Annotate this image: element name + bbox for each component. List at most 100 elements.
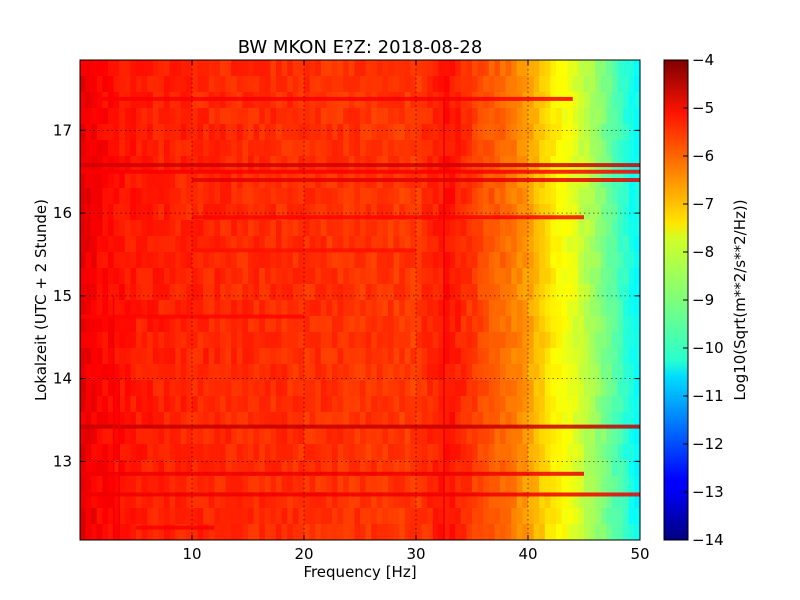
heatmap-cell — [326, 380, 333, 397]
heatmap-cell — [96, 252, 103, 269]
heatmap-cell — [584, 444, 591, 461]
heatmap-cell — [584, 396, 591, 413]
heatmap-cell — [634, 492, 640, 509]
heatmap-cell — [550, 508, 557, 525]
heatmap-cell — [208, 220, 215, 237]
heatmap-cell — [248, 428, 255, 445]
heatmap-cell — [130, 220, 137, 237]
heatmap-cell — [612, 364, 619, 381]
heatmap-cell — [203, 124, 210, 141]
heatmap-cell — [393, 348, 400, 365]
heatmap-cell — [606, 476, 613, 493]
heatmap-cell — [141, 348, 148, 365]
heatmap-cell — [371, 396, 378, 413]
heatmap-cell — [315, 284, 322, 301]
heatmap-cell — [192, 364, 199, 381]
heatmap-cell — [136, 140, 143, 157]
heatmap-cell — [309, 252, 316, 269]
heatmap-cell — [292, 508, 299, 525]
heatmap-cell — [253, 412, 260, 429]
heatmap-cell — [455, 396, 462, 413]
heatmap-cell — [304, 188, 311, 205]
heatmap-cell — [589, 444, 596, 461]
heatmap-cell — [192, 124, 199, 141]
heatmap-cell — [214, 236, 221, 253]
heatmap-cell — [578, 524, 585, 540]
heatmap-cell — [231, 380, 238, 397]
heatmap-cell — [634, 252, 640, 269]
heatmap-cell — [455, 188, 462, 205]
heatmap-cell — [248, 508, 255, 525]
heatmap-cell — [584, 204, 591, 221]
heatmap-cell — [231, 188, 238, 205]
heatmap-cell — [175, 476, 182, 493]
heatmap-cell — [108, 332, 115, 349]
heatmap-cell — [388, 428, 395, 445]
heatmap-cell — [404, 524, 411, 540]
heatmap-cell — [500, 220, 507, 237]
heatmap-cell — [85, 444, 92, 461]
heatmap-cell — [511, 236, 518, 253]
heatmap-cell — [606, 300, 613, 317]
heatmap-cell — [595, 492, 602, 509]
heatmap-cell — [572, 508, 579, 525]
heatmap-cell — [388, 284, 395, 301]
heatmap-cell — [124, 60, 131, 77]
heatmap-cell — [80, 332, 87, 349]
heatmap-cell — [281, 444, 288, 461]
heatmap-cell — [472, 460, 479, 477]
heatmap-cell — [270, 412, 277, 429]
heatmap-cell — [544, 476, 551, 493]
heatmap-cell — [141, 220, 148, 237]
heatmap-cell — [432, 492, 439, 509]
heatmap-cell — [287, 396, 294, 413]
heatmap-cell — [444, 380, 451, 397]
heatmap-cell — [516, 268, 523, 285]
heatmap-cell — [556, 236, 563, 253]
heatmap-cell — [253, 268, 260, 285]
heatmap-cell — [203, 476, 210, 493]
heatmap-cell — [80, 236, 87, 253]
heatmap-cell — [270, 476, 277, 493]
heatmap-cell — [136, 428, 143, 445]
heatmap-cell — [410, 108, 417, 125]
heatmap-cell — [466, 364, 473, 381]
heatmap-cell — [102, 444, 109, 461]
heatmap-cell — [180, 204, 187, 221]
heatmap-cell — [326, 508, 333, 525]
heatmap-cell — [236, 140, 243, 157]
heatmap-cell — [197, 428, 204, 445]
heatmap-cell — [522, 60, 529, 77]
heatmap-cell — [444, 428, 451, 445]
heatmap-cell — [410, 524, 417, 540]
heatmap-cell — [281, 76, 288, 93]
heatmap-cell — [533, 428, 540, 445]
heatmap-cell — [567, 316, 574, 333]
heatmap-cell — [455, 524, 462, 540]
heatmap-cell — [533, 300, 540, 317]
heatmap-cell — [136, 124, 143, 141]
heatmap-cell — [539, 412, 546, 429]
heatmap-cell — [444, 140, 451, 157]
heatmap-cell — [427, 412, 434, 429]
heatmap-cell — [348, 300, 355, 317]
heatmap-cell — [449, 204, 456, 221]
heatmap-cell — [169, 188, 176, 205]
colorbar-tick-label: −14 — [692, 531, 724, 549]
heatmap-cell — [236, 444, 243, 461]
heatmap-cell — [382, 492, 389, 509]
heatmap-cell — [393, 284, 400, 301]
heatmap-cell — [175, 460, 182, 477]
heatmap-cell — [287, 284, 294, 301]
heatmap-cell — [500, 396, 507, 413]
heatmap-cell — [203, 204, 210, 221]
heatmap-cell — [539, 348, 546, 365]
heatmap-cell — [365, 284, 372, 301]
heatmap-cell — [623, 364, 630, 381]
heatmap-cell — [236, 508, 243, 525]
heatmap-cell — [225, 236, 232, 253]
heatmap-cell — [164, 172, 171, 189]
heatmap-cell — [248, 380, 255, 397]
heatmap-cell — [365, 492, 372, 509]
heatmap-cell — [432, 140, 439, 157]
